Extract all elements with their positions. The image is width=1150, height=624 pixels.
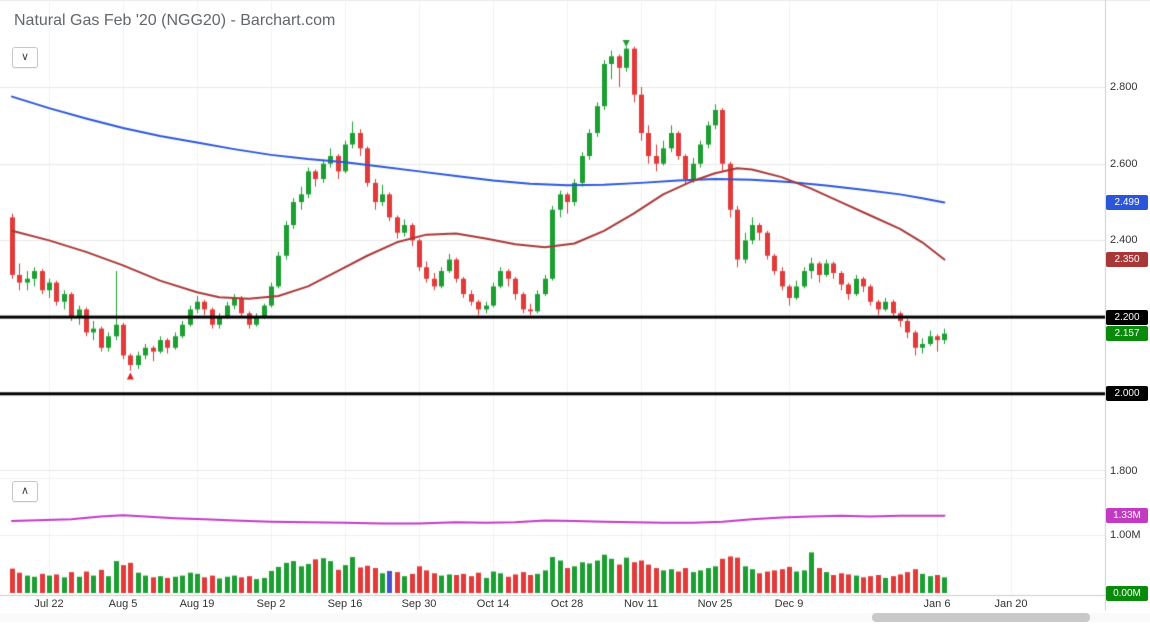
chevron-down-icon: ∨ [20, 51, 30, 63]
date-axis-tick-label: Nov 11 [623, 598, 659, 610]
volume-ma-value-badge: 1.33M [1106, 508, 1148, 524]
hline-upper-value-badge: 2.200 [1106, 309, 1148, 325]
price-axis-tick-label: 2.800 [1110, 81, 1138, 93]
ma-blue-value-badge: 2.499 [1106, 194, 1148, 210]
current-volume-badge: 0.00M [1106, 585, 1148, 601]
horizontal-scrollbar-track[interactable] [0, 613, 1150, 622]
date-axis-tick-label: Sep 16 [327, 598, 363, 610]
price-panel-collapse-button[interactable]: ∨ [12, 47, 38, 68]
date-axis-tick-label: Aug 19 [179, 598, 215, 610]
date-axis-tick-label: Jan 20 [994, 598, 1028, 610]
chevron-up-icon: ∧ [20, 485, 30, 497]
volume-axis-tick-label: 1.00M [1110, 529, 1141, 541]
price-axis-tick-label: 2.400 [1110, 234, 1138, 247]
volume-panel-expand-button[interactable]: ∧ [12, 481, 38, 502]
price-axis-tick-label: 1.800 [1110, 464, 1138, 477]
date-axis-tick-label: Jan 6 [923, 598, 951, 610]
date-axis-tick-label: Jul 22 [34, 598, 64, 610]
date-axis-tick-label: Nov 25 [697, 598, 733, 610]
date-axis-tick-label: Oct 14 [476, 598, 510, 610]
hline-lower-value-badge: 2.000 [1106, 386, 1148, 402]
horizontal-scrollbar-thumb[interactable] [872, 613, 1090, 622]
date-axis-tick-label: Dec 9 [774, 598, 804, 610]
date-axis-tick-label: Aug 5 [108, 598, 138, 610]
price-axis-tick-label: 2.600 [1110, 157, 1138, 170]
date-axis-tick-label: Sep 2 [256, 598, 286, 610]
date-axis-tick-label: Oct 28 [550, 598, 584, 610]
last-price-badge: 2.157 [1106, 326, 1148, 342]
date-axis-tick-label: Sep 30 [401, 598, 437, 610]
ma-red-value-badge: 2.350 [1106, 252, 1148, 268]
chart-title: Natural Gas Feb '20 (NGG20) - Barchart.c… [14, 12, 336, 29]
